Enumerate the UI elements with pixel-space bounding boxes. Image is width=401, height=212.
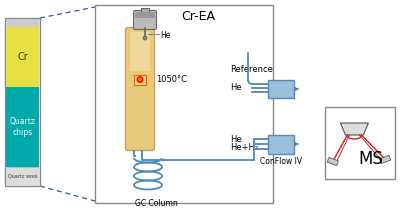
Bar	[268, 135, 294, 154]
Bar	[6, 167, 39, 185]
FancyBboxPatch shape	[126, 28, 154, 151]
Circle shape	[138, 78, 142, 82]
Bar	[268, 80, 294, 98]
Bar	[135, 16, 155, 18]
Text: Cr: Cr	[17, 52, 28, 62]
Text: Quartz wool: Quartz wool	[8, 173, 37, 179]
Circle shape	[136, 76, 144, 83]
Text: 1050°C: 1050°C	[156, 75, 187, 84]
Polygon shape	[340, 123, 369, 135]
Bar	[327, 158, 338, 166]
Text: GC Column: GC Column	[135, 199, 177, 208]
Text: He: He	[160, 31, 170, 39]
Text: ConFlow IV: ConFlow IV	[260, 157, 302, 166]
Bar	[5, 18, 40, 186]
Text: He: He	[230, 84, 242, 92]
Bar	[135, 14, 155, 15]
Bar	[6, 87, 39, 167]
Text: MS: MS	[358, 150, 383, 168]
Text: Cr-EA: Cr-EA	[181, 11, 215, 24]
Bar	[325, 107, 395, 179]
Circle shape	[143, 36, 147, 40]
Text: He: He	[230, 134, 242, 144]
Bar	[134, 75, 146, 85]
Text: He+H₂: He+H₂	[230, 144, 258, 152]
Text: Reference: Reference	[230, 66, 273, 74]
Bar	[380, 155, 391, 163]
Bar	[6, 19, 39, 27]
Bar	[130, 32, 150, 71]
FancyBboxPatch shape	[134, 11, 156, 29]
Bar	[141, 8, 149, 14]
Bar	[135, 12, 155, 14]
Text: Quartz
chips: Quartz chips	[10, 117, 36, 137]
Bar	[6, 27, 39, 87]
Bar	[95, 5, 273, 203]
